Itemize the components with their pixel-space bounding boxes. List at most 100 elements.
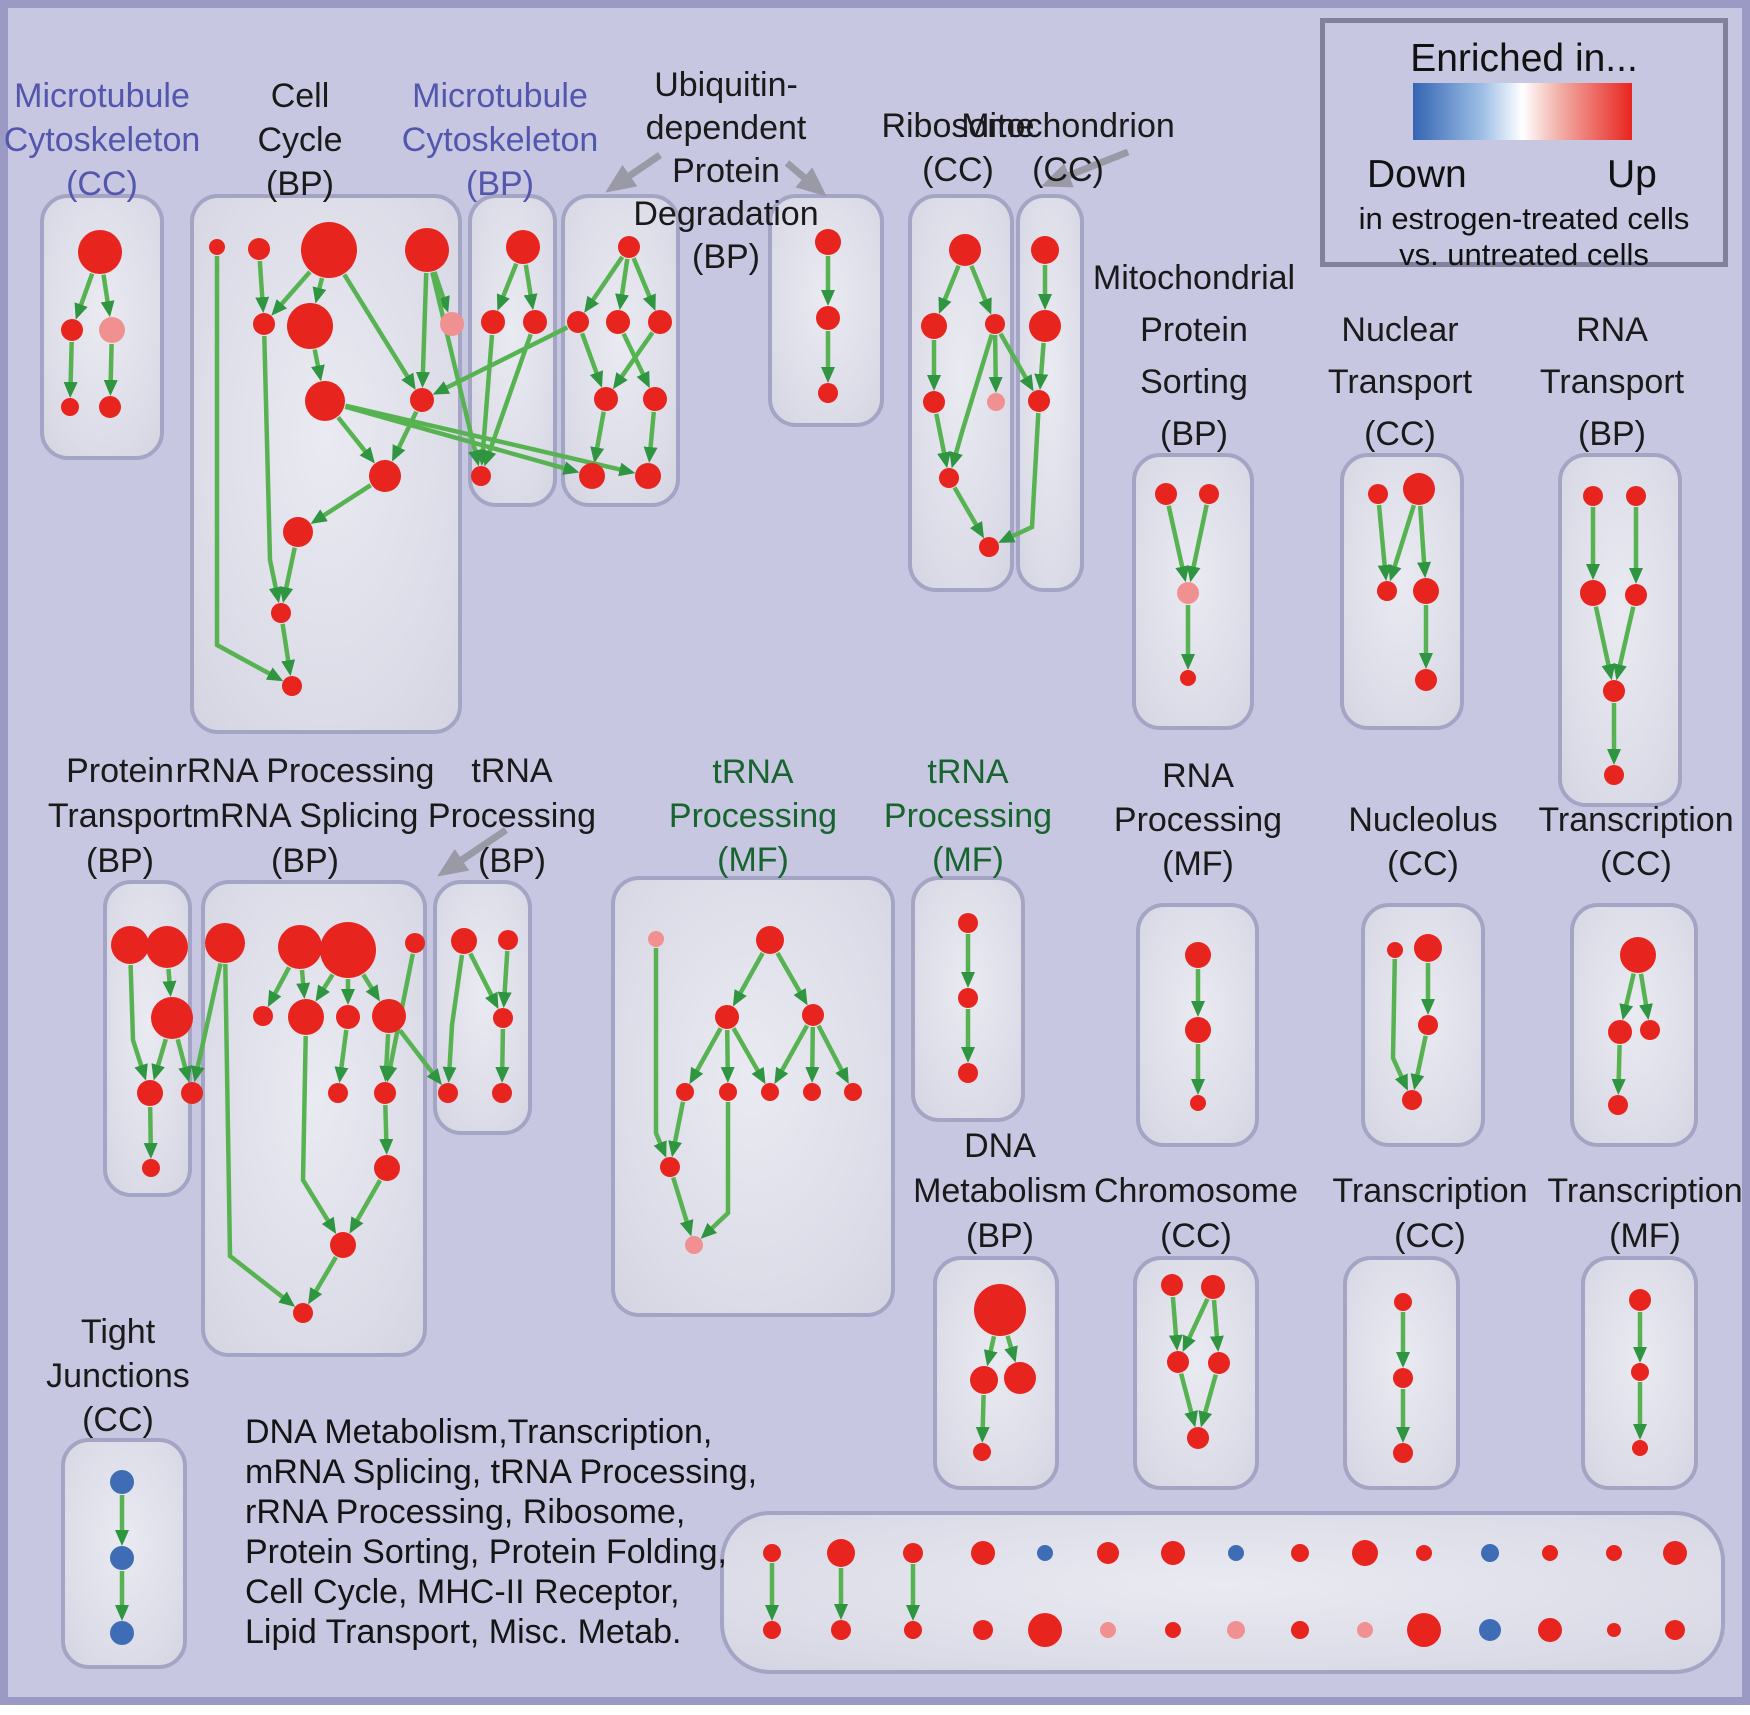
cluster-box-misc <box>720 1511 1725 1674</box>
edge-microtubule-cc <box>63 341 78 398</box>
annotation-arrow-ubiquitin-to-box2 <box>784 160 827 197</box>
footnote-line: Cell Cycle, MHC-II Receptor, <box>245 1573 680 1611</box>
cluster-label-ubiquitin-1: Ubiquitin- <box>654 66 798 104</box>
edge-ubiquitin-1 <box>621 332 650 389</box>
cluster-label-dna-metabolism: (BP) <box>966 1217 1034 1255</box>
node-trna-processing-mf-1-T <box>756 926 784 954</box>
cluster-label-transcription-mf: (MF) <box>1609 1217 1681 1255</box>
node-trna-processing-bp-t2 <box>498 930 518 950</box>
misc-node-top-14 <box>1606 1545 1622 1561</box>
edge-ribosome <box>938 264 961 314</box>
misc-node-bottom-12 <box>1479 1619 1501 1641</box>
node-transcription-mf-u3 <box>1632 1440 1648 1456</box>
node-trna-processing-mf-1-b2 <box>719 1083 737 1101</box>
cluster-label-tight-junctions: Junctions <box>46 1357 190 1395</box>
edge-microtubule-bp <box>523 264 538 311</box>
misc-node-top-11 <box>1416 1545 1432 1561</box>
node-cell-cycle-b <box>248 238 270 260</box>
misc-node-bottom-4 <box>973 1620 993 1640</box>
node-microtubule-bp-b <box>523 310 547 334</box>
misc-node-bottom-11 <box>1407 1613 1441 1647</box>
edge-transcription-cc-2 <box>1619 972 1636 1021</box>
edges <box>63 148 1653 1621</box>
edge-cell-cycle <box>271 270 312 316</box>
node-ubiquitin-1-e1 <box>579 463 605 489</box>
edge-rrna-mrna <box>296 969 311 1000</box>
node-mitochondrial-protein-sorting-s1 <box>1155 483 1177 505</box>
node-rrna-mrna-H <box>372 999 406 1033</box>
misc-node-bottom-2 <box>831 1620 851 1640</box>
misc-node-top-1 <box>763 1544 781 1562</box>
cluster-label-trna-processing-mf-1: tRNA <box>712 753 794 791</box>
bottom-margin <box>0 1705 1750 1715</box>
cluster-label-rna-processing-mf: (MF) <box>1162 845 1234 883</box>
edge-ubiquitin-1 <box>584 255 625 313</box>
edge-rrna-mrna <box>300 1035 337 1234</box>
cluster-label-rrna-mrna: (BP) <box>271 842 339 880</box>
node-rna-processing-mf-w1 <box>1185 942 1211 968</box>
node-trna-processing-mf-1-b4 <box>803 1083 821 1101</box>
node-chromosome-c2 <box>1201 1275 1225 1299</box>
cluster-label-microtubule-bp: Cytoskeleton <box>402 121 599 159</box>
edge-microtubule-cc <box>74 272 95 320</box>
node-ubiquitin-1-d1 <box>594 387 618 411</box>
misc-node-top-12 <box>1481 1544 1499 1562</box>
edge-trna-processing-mf-1 <box>668 1101 686 1158</box>
node-rrna-mrna-B <box>278 925 322 969</box>
misc-node-bottom-9 <box>1291 1621 1309 1639</box>
edge-nuclear-transport <box>1376 504 1392 582</box>
cluster-label-cell-cycle: Cell <box>271 77 330 115</box>
misc-node-top-5 <box>1037 1545 1053 1561</box>
node-trna-processing-mf-1-mr <box>802 1004 824 1026</box>
node-rrna-mrna-F <box>288 999 324 1035</box>
edge-rrna-mrna <box>379 1104 394 1155</box>
node-rna-transport-r1 <box>1583 486 1603 506</box>
node-transcription-mf-u1 <box>1629 1289 1651 1311</box>
node-microtubule-cc-b <box>99 317 125 343</box>
cluster-label-ubiquitin-1: Protein <box>672 152 780 190</box>
cluster-label-trna-processing-mf-1: (MF) <box>717 841 789 879</box>
cross-edge <box>998 332 1034 392</box>
misc-node-bottom-8 <box>1227 1621 1245 1639</box>
edge-chromosome <box>1209 1299 1224 1353</box>
cluster-label-cell-cycle: Cycle <box>257 121 342 159</box>
node-cell-cycle-f <box>287 303 333 349</box>
misc-node-bottom-3 <box>904 1621 922 1639</box>
misc-node-top-6 <box>1097 1542 1119 1564</box>
cluster-label-trna-processing-bp: Processing <box>428 797 596 835</box>
edge-mitochondrial-protein-sorting <box>1186 504 1209 583</box>
node-tight-junctions-tj1 <box>110 1470 134 1494</box>
cluster-label-ribosome: (CC) <box>922 151 994 189</box>
node-trna-processing-mf-2-v3 <box>958 1063 978 1083</box>
footnote-line: DNA Metabolism,Transcription, <box>245 1413 713 1451</box>
cluster-box-nuclear-transport <box>1340 453 1464 730</box>
node-trna-processing-mf-1-b5 <box>844 1083 862 1101</box>
node-cell-cycle-m <box>282 676 302 696</box>
legend-title: Enriched in... <box>1410 37 1638 80</box>
nodes <box>61 222 1687 1647</box>
node-nucleolus-x3 <box>1418 1015 1438 1035</box>
node-trna-processing-bp-t5 <box>492 1083 512 1103</box>
node-chromosome-c3 <box>1167 1351 1189 1373</box>
node-mitochondrial-protein-sorting-s4 <box>1180 670 1196 686</box>
node-trna-processing-mf-1-ml <box>715 1005 739 1029</box>
cluster-label-protein-transport: (BP) <box>86 842 154 880</box>
edge-rrna-mrna <box>308 1255 338 1305</box>
edge-trna-processing-bp <box>497 950 512 1009</box>
cluster-label-microtubule-cc: (CC) <box>66 165 138 203</box>
edge-rrna-mrna <box>267 966 292 1008</box>
misc-node-top-9 <box>1291 1544 1309 1562</box>
node-cell-cycle-e <box>253 313 275 335</box>
cluster-label-tight-junctions: Tight <box>81 1313 156 1351</box>
node-rrna-mrna-I <box>328 1083 348 1103</box>
edge-chromosome <box>1198 1373 1218 1428</box>
node-transcription-cc-3-q2 <box>1393 1368 1413 1388</box>
edge-trna-processing-mf-1 <box>689 1027 723 1085</box>
edge-ubiquitin-1 <box>579 332 604 388</box>
misc-node-bottom-5 <box>1028 1613 1062 1647</box>
cross-edge <box>998 412 1041 543</box>
edge-trna-processing-mf-1 <box>671 1176 694 1237</box>
edge-dna-metabolism <box>983 1335 998 1367</box>
